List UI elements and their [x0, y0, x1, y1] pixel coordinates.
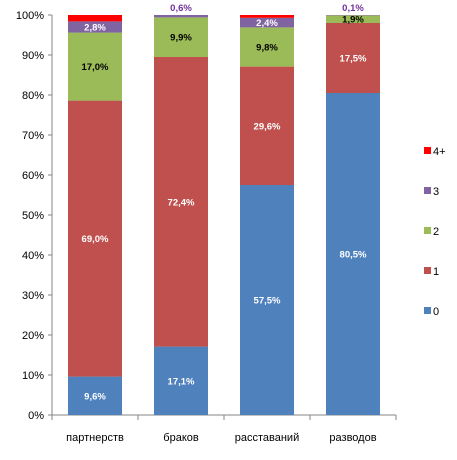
- bar-segment-2-0: [68, 32, 122, 101]
- y-tick-label: 50%: [22, 210, 44, 222]
- bar-segment-1-2: [240, 66, 294, 185]
- y-tick-label: 60%: [22, 170, 44, 182]
- x-category-label: разводов: [329, 432, 376, 444]
- y-tick-label: 100%: [16, 10, 44, 22]
- legend-swatch: [424, 187, 431, 194]
- x-category-label: расставаний: [235, 432, 299, 444]
- y-tick-label: 0%: [28, 410, 44, 422]
- legend-label: 0: [433, 306, 439, 318]
- data-label: 72,4%: [168, 197, 195, 208]
- bar-segment-3-1: [154, 15, 208, 18]
- bar-segment-4plus-0: [68, 15, 122, 22]
- bar-segment-3-2: [240, 17, 294, 28]
- x-category-label: партнерств: [66, 432, 124, 444]
- data-label: 17,0%: [82, 62, 109, 73]
- y-tick-label: 80%: [22, 90, 44, 102]
- legend-swatch: [424, 307, 431, 314]
- data-label: 69,0%: [82, 234, 109, 245]
- bar-segment-1-3: [326, 23, 380, 93]
- data-label: 80,5%: [340, 250, 367, 261]
- data-label: 0,1%: [342, 3, 364, 14]
- chart-legend: 4+ 3 2 1 0: [424, 146, 446, 318]
- data-label: 2,8%: [84, 23, 106, 34]
- data-label: 17,1%: [168, 376, 195, 387]
- bar-segment-1-1: [154, 57, 208, 347]
- data-label: 9,8%: [256, 43, 278, 54]
- bar-segment-1-0: [68, 100, 122, 377]
- bar-segment-0-2: [240, 185, 294, 415]
- data-label: 57,5%: [254, 296, 281, 307]
- data-label: 9,6%: [84, 391, 106, 402]
- legend-label: 2: [433, 226, 439, 238]
- bar-segment-0-0: [68, 376, 122, 415]
- bar-segment-2-1: [154, 17, 208, 57]
- y-tick-label: 40%: [22, 250, 44, 262]
- data-label: 0,6%: [170, 3, 192, 14]
- plot-axes: 0% 10% 20% 30% 40% 50% 60% 70% 80% 90% 100% партнер…: [16, 10, 397, 444]
- bar-segment-0-1: [154, 346, 208, 415]
- y-tick-label: 30%: [22, 290, 44, 302]
- data-label: 17,5%: [340, 54, 367, 65]
- plot-bars: [68, 15, 380, 415]
- plot-labels: 9,6% 69,0% 17,0% 2,8% 17,1% 72,4% 9,9% 0,6% 57,5…: [82, 3, 367, 402]
- data-label: 29,6%: [254, 121, 281, 132]
- legend-label: 4+: [433, 146, 446, 158]
- bar-segment-2-2: [240, 27, 294, 67]
- legend-swatch: [424, 267, 431, 274]
- bar-segment-2-3: [326, 15, 380, 23]
- y-tick-label: 20%: [22, 330, 44, 342]
- bar-segment-0-3: [326, 93, 380, 415]
- data-label: 9,9%: [170, 33, 192, 44]
- legend-swatch: [424, 147, 431, 154]
- bar-segment-4plus-2: [240, 15, 294, 18]
- y-tick-label: 70%: [22, 130, 44, 142]
- bar-segment-3-0: [68, 21, 122, 33]
- legend-label: 3: [433, 186, 439, 198]
- legend-swatch: [424, 227, 431, 234]
- data-label: 1,9%: [342, 15, 364, 26]
- data-label: 2,4%: [256, 18, 278, 29]
- x-category-label: браков: [163, 432, 199, 444]
- legend-label: 1: [433, 266, 439, 278]
- y-tick-label: 10%: [22, 370, 44, 382]
- y-tick-label: 90%: [22, 50, 44, 62]
